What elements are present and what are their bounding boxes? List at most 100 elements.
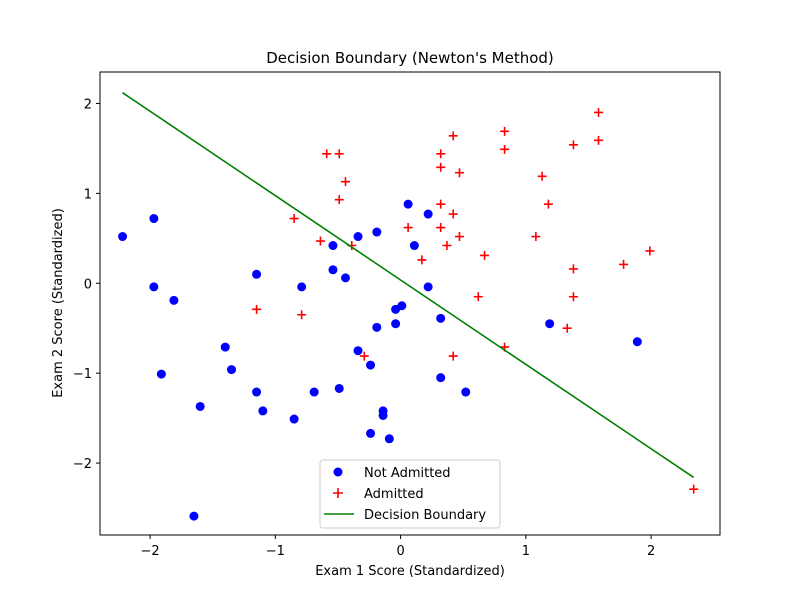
point-not-admitted [252,387,262,397]
x-tick-label: 0 [396,544,404,559]
point-not-admitted [378,410,388,420]
point-admitted [568,140,578,150]
legend: Not Admitted Admitted Decision Boundary [319,459,501,529]
axes-frame [99,71,721,536]
x-tick-label: 2 [647,544,655,559]
legend-label-not-admitted: Not Admitted [364,466,451,481]
point-not-admitted [423,209,433,219]
point-not-admitted [149,282,159,292]
y-tick-label: 2 [84,97,92,112]
axis-ticks: −2 −1 0 1 2 −2 −1 0 1 2 [73,97,655,559]
point-not-admitted [118,232,128,242]
point-not-admitted [334,383,344,393]
point-not-admitted [169,295,179,305]
point-not-admitted [340,273,350,283]
plot-area [118,92,699,521]
point-admitted [334,149,344,159]
series-admitted [252,107,699,494]
point-not-admitted [297,282,307,292]
point-admitted [689,484,699,494]
legend-label-decision-boundary: Decision Boundary [364,508,486,523]
y-tick-label: 0 [84,277,92,292]
point-not-admitted [403,199,413,209]
point-admitted [531,232,541,242]
point-not-admitted [328,265,338,275]
decision-boundary-line [122,92,695,479]
y-tick-label: −1 [73,367,92,382]
legend-marker-admitted [333,488,343,498]
point-not-admitted [436,373,446,383]
point-admitted [252,304,262,314]
point-not-admitted [149,214,159,224]
point-admitted [500,126,510,136]
point-not-admitted [372,322,382,332]
point-admitted [448,131,458,141]
point-admitted [645,246,655,256]
point-not-admitted [545,319,555,329]
point-not-admitted [384,434,394,444]
y-tick-label: −2 [73,457,92,472]
point-admitted [568,292,578,302]
point-admitted [436,199,446,209]
point-admitted [568,264,578,274]
point-not-admitted [461,387,471,397]
point-admitted [619,259,629,269]
point-admitted [334,195,344,205]
point-admitted [594,107,604,117]
point-not-admitted [632,337,642,347]
point-admitted [448,209,458,219]
x-tick-label: 1 [522,544,530,559]
x-tick-label: −1 [266,544,285,559]
point-admitted [454,168,464,178]
point-not-admitted [156,369,166,379]
y-axis-label: Exam 2 Score (Standardized) [51,208,66,398]
point-not-admitted [220,342,230,352]
point-admitted [359,351,369,361]
point-admitted [594,135,604,145]
point-admitted [562,323,572,333]
point-not-admitted [409,241,419,251]
point-admitted [454,232,464,242]
point-admitted [473,292,483,302]
point-admitted [537,171,547,181]
point-admitted [436,149,446,159]
series-not-admitted [118,199,642,521]
point-not-admitted [366,428,376,438]
point-admitted [448,351,458,361]
point-admitted [543,199,553,209]
point-admitted [340,177,350,187]
chart-title: Decision Boundary (Newton's Method) [266,49,554,67]
y-tick-label: 1 [84,187,92,202]
point-admitted [436,162,446,172]
point-admitted [442,241,452,251]
point-admitted [417,255,427,265]
point-not-admitted [189,511,199,521]
point-not-admitted [423,282,433,292]
point-not-admitted [258,406,268,416]
x-tick-label: −2 [141,544,160,559]
point-not-admitted [353,346,363,356]
point-not-admitted [227,365,237,375]
point-not-admitted [366,360,376,370]
legend-label-admitted: Admitted [364,487,424,502]
point-not-admitted [289,414,299,424]
point-admitted [315,236,325,246]
point-not-admitted [436,313,446,323]
legend-frame [319,459,501,529]
point-not-admitted [353,232,363,242]
point-not-admitted [328,241,338,251]
point-admitted [403,223,413,233]
point-not-admitted [252,269,262,279]
point-not-admitted [397,301,407,311]
legend-marker-not-admitted [333,467,343,477]
point-admitted [289,214,299,224]
point-not-admitted [195,401,205,411]
point-not-admitted [309,387,319,397]
point-admitted [500,144,510,154]
point-admitted [297,310,307,320]
point-admitted [322,149,332,159]
point-admitted [436,223,446,233]
series-decision-boundary [122,92,695,479]
point-not-admitted [391,319,401,329]
